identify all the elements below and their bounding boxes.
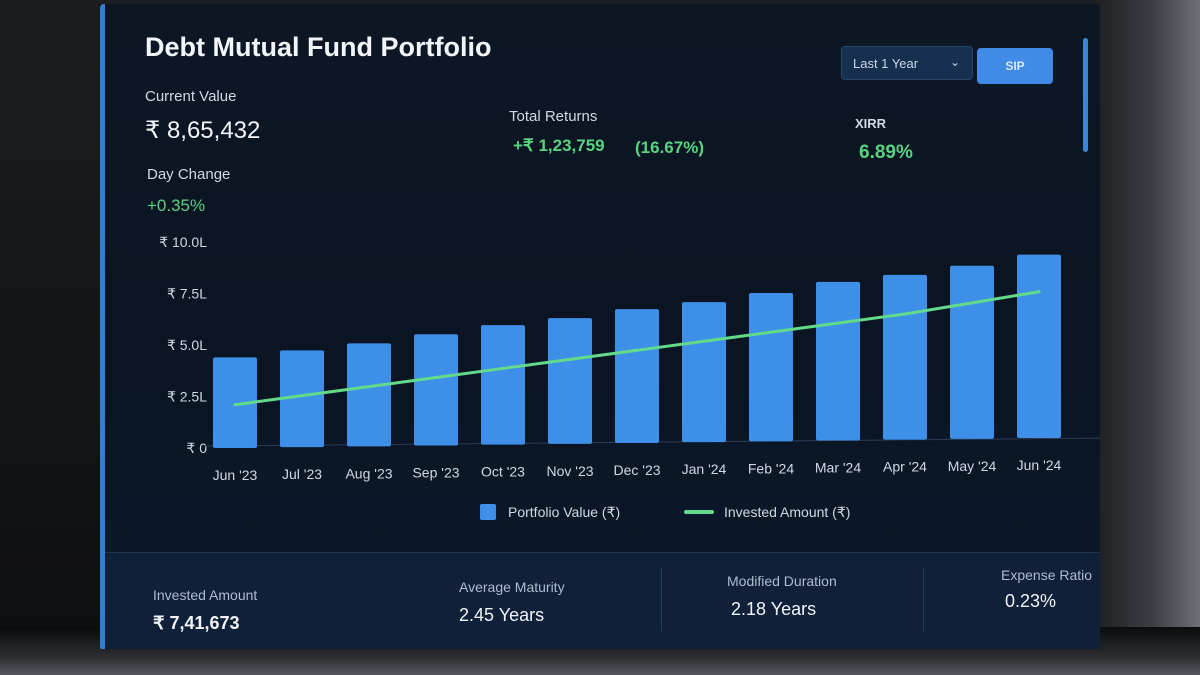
invested-point-10	[903, 312, 907, 316]
bar-9[interactable]	[816, 281, 860, 441]
legend-swatch-invested	[684, 510, 714, 514]
x-tick-label: Jun '23	[213, 467, 258, 483]
bar-5[interactable]	[548, 318, 592, 444]
x-tick-label: Oct '23	[481, 464, 525, 480]
invested-point-11	[970, 301, 974, 305]
y-tick-label: ₹ 0	[186, 440, 207, 456]
x-tick-label: Apr '24	[883, 459, 927, 475]
day-change-value: +0.35%	[147, 196, 206, 215]
stat-average-maturity: Average Maturity 2.45 Years	[405, 553, 655, 649]
expense-ratio-value: 0.23%	[1005, 591, 1057, 611]
stat-expense-ratio: Expense Ratio 0.23%	[925, 553, 1100, 649]
chevron-down-icon: ⌄	[949, 55, 960, 69]
portfolio-chart: ₹ 0 ₹ 2.5L ₹ 5.0L ₹ 7.5L ₹ 10.0L Jun '23 Jul …	[159, 234, 1100, 483]
x-tick-label: Sep '23	[412, 465, 459, 481]
invested-point-12	[1037, 290, 1041, 294]
x-tick-label: Aug '23	[345, 465, 392, 481]
day-change-label: Day Change	[147, 166, 231, 183]
current-value: ₹ 8,65,432	[145, 117, 261, 144]
bar-6[interactable]	[615, 309, 659, 443]
xirr-label: XIRR	[855, 116, 887, 131]
bar-0[interactable]	[213, 357, 257, 448]
chart-legend: Portfolio Value (₹) Invested Amount (₹)	[480, 498, 900, 524]
page-title: Debt Mutual Fund Portfolio	[145, 32, 492, 62]
invested-point-7	[702, 339, 706, 343]
bar-11[interactable]	[950, 265, 994, 439]
bar-10[interactable]	[883, 274, 927, 440]
x-tick-label: Jul '23	[282, 466, 322, 482]
x-axis-labels: Jun '23 Jul '23 Aug '23 Sep '23 Oct '23 Nov '…	[213, 457, 1062, 483]
bar-3[interactable]	[414, 334, 458, 446]
legend-label-invested: Invested Amount (₹)	[724, 504, 851, 520]
modified-duration-value: 2.18 Years	[731, 599, 817, 619]
bar-7[interactable]	[682, 302, 726, 443]
xirr-value: 6.89%	[859, 142, 913, 163]
invested-point-5	[568, 357, 572, 361]
current-value-label: Current Value	[145, 88, 237, 105]
scrollbar[interactable]	[1083, 38, 1088, 152]
expense-ratio-label: Expense Ratio	[1001, 567, 1093, 583]
x-tick-label: May '24	[948, 458, 997, 474]
invested-point-3	[434, 376, 438, 380]
legend-label-portfolio: Portfolio Value (₹)	[508, 504, 621, 520]
footer-divider	[661, 567, 662, 631]
x-tick-label: Jun '24	[1017, 457, 1062, 473]
total-returns-percent: (16.67%)	[635, 138, 704, 157]
bar-1[interactable]	[280, 350, 324, 448]
average-maturity-value: 2.45 Years	[459, 605, 545, 625]
invested-point-2	[367, 385, 371, 389]
invested-point-6	[635, 348, 639, 352]
invested-point-4	[501, 366, 505, 370]
bar-8[interactable]	[749, 293, 793, 442]
bar-12[interactable]	[1017, 254, 1061, 438]
bar-2[interactable]	[347, 343, 391, 447]
stat-modified-duration: Modified Duration 2.18 Years	[665, 553, 915, 649]
total-returns-label: Total Returns	[509, 108, 598, 125]
dashboard-screen: Debt Mutual Fund Portfolio Last 1 Year ⌄…	[100, 4, 1100, 649]
y-tick-label: ₹ 7.5L	[167, 286, 207, 302]
footer-divider	[923, 567, 924, 631]
y-tick-label: ₹ 2.5L	[167, 389, 207, 405]
invested-amount-series	[233, 290, 1041, 407]
stat-invested-amount: Invested Amount ₹ 7,41,673	[105, 553, 395, 649]
invested-amount-value: ₹ 7,41,673	[153, 613, 240, 633]
bar-4[interactable]	[481, 325, 525, 445]
invested-amount-label: Invested Amount	[153, 587, 258, 603]
x-tick-label: Dec '23	[613, 462, 660, 478]
invested-point-0	[233, 403, 237, 407]
x-tick-label: Feb '24	[748, 460, 794, 476]
modified-duration-label: Modified Duration	[727, 573, 837, 589]
total-returns-value: +₹ 1,23,759	[513, 136, 605, 155]
legend-swatch-portfolio	[480, 504, 496, 520]
invested-point-8	[769, 330, 773, 334]
fund-stats-footer: Invested Amount ₹ 7,41,673 Average Matur…	[105, 552, 1100, 649]
period-select-value: Last 1 Year	[853, 56, 919, 71]
sip-button[interactable]: SIP	[977, 48, 1053, 84]
x-tick-label: Nov '23	[546, 463, 593, 479]
y-tick-label: ₹ 10.0L	[159, 234, 207, 250]
period-select[interactable]: Last 1 Year ⌄	[841, 46, 973, 80]
y-axis-labels: ₹ 0 ₹ 2.5L ₹ 5.0L ₹ 7.5L ₹ 10.0L	[159, 234, 207, 456]
y-tick-label: ₹ 5.0L	[167, 337, 207, 353]
average-maturity-label: Average Maturity	[459, 579, 565, 595]
x-tick-label: Mar '24	[815, 460, 861, 476]
laptop-frame-edge	[1090, 0, 1200, 675]
x-tick-label: Jan '24	[682, 461, 727, 477]
invested-point-1	[300, 394, 304, 398]
invested-point-9	[836, 321, 840, 325]
